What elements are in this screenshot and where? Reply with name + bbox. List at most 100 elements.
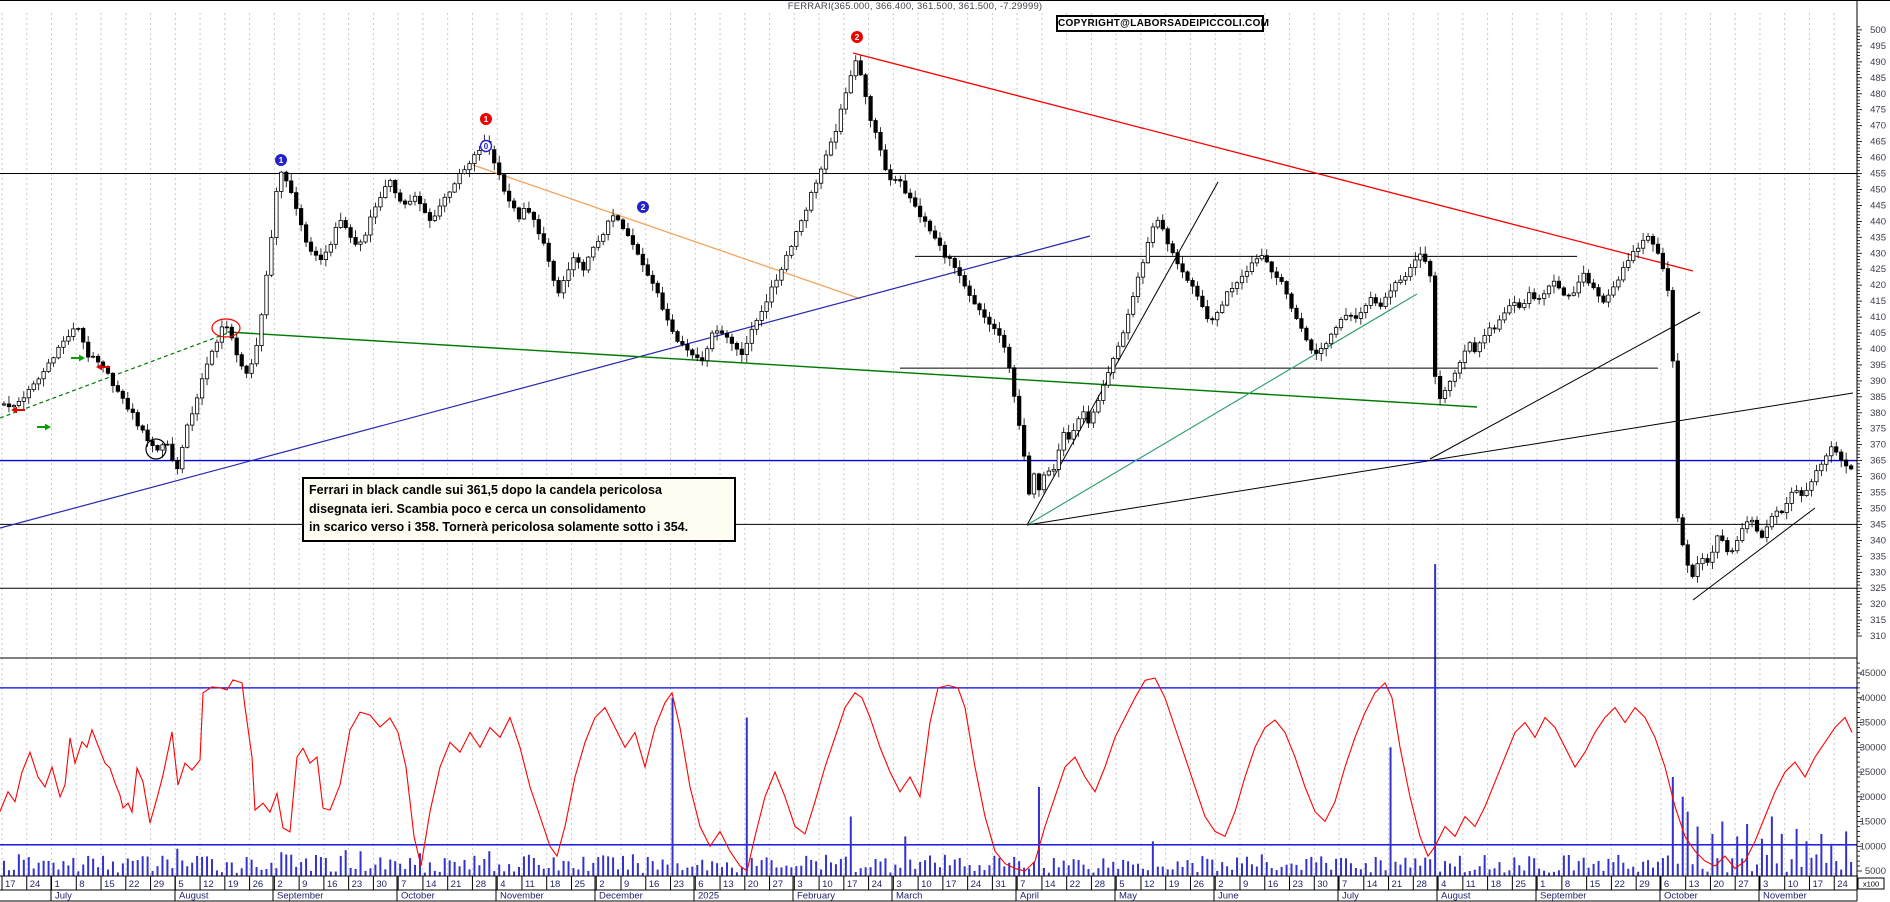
svg-text:450: 450	[1870, 184, 1886, 195]
svg-text:7: 7	[1020, 879, 1025, 890]
svg-text:23: 23	[674, 879, 685, 890]
indicator-levels	[0, 687, 1857, 846]
svg-text:2: 2	[641, 202, 646, 212]
svg-text:4: 4	[1441, 879, 1446, 890]
svg-text:23: 23	[352, 879, 363, 890]
svg-text:June: June	[1218, 891, 1239, 902]
svg-text:x100: x100	[1863, 880, 1879, 889]
svg-text:11: 11	[525, 879, 535, 890]
copyright-box[interactable]: COPYRIGHT@LABORSADEIPICCOLI.COM	[1056, 15, 1269, 32]
svg-text:28: 28	[475, 879, 486, 890]
svg-text:24: 24	[30, 879, 41, 890]
svg-text:27: 27	[773, 879, 784, 890]
svg-text:9: 9	[302, 879, 307, 890]
svg-text:February: February	[797, 891, 835, 902]
svg-text:30: 30	[376, 879, 387, 890]
svg-text:9: 9	[624, 879, 629, 890]
svg-text:35000: 35000	[1860, 718, 1886, 729]
svg-text:410: 410	[1870, 312, 1886, 323]
analysis-annotation-box[interactable]: Ferrari in black candle sui 361,5 dopo l…	[302, 477, 736, 542]
svg-text:30000: 30000	[1860, 742, 1886, 753]
svg-text:20: 20	[748, 879, 759, 890]
instrument-quote-title: FERRARI(365.000, 366.400, 361.500, 361.5…	[787, 1, 1043, 12]
svg-text:24: 24	[971, 879, 982, 890]
svg-text:2: 2	[599, 879, 604, 890]
svg-text:26: 26	[253, 879, 264, 890]
svg-text:1: 1	[1540, 879, 1545, 890]
svg-text:490: 490	[1870, 57, 1886, 68]
svg-text:7: 7	[401, 879, 406, 890]
svg-text:375: 375	[1870, 424, 1886, 435]
drawn-circles	[145, 318, 241, 460]
svg-text:445: 445	[1870, 200, 1886, 211]
volume-bars	[3, 564, 1853, 876]
trendlines	[0, 52, 1854, 601]
svg-text:2: 2	[855, 32, 860, 42]
svg-text:28: 28	[1094, 879, 1105, 890]
annotation-line-1: Ferrari in black candle sui 361,5 dopo l…	[309, 483, 662, 497]
svg-text:13: 13	[1689, 879, 1700, 890]
svg-text:October: October	[401, 891, 435, 902]
svg-text:10: 10	[921, 879, 932, 890]
svg-text:22: 22	[1070, 879, 1081, 890]
svg-text:17: 17	[5, 879, 16, 890]
svg-text:December: December	[599, 891, 643, 902]
svg-text:1: 1	[279, 155, 284, 165]
svg-text:15: 15	[1590, 879, 1601, 890]
svg-text:October: October	[1664, 891, 1698, 902]
svg-text:25: 25	[1515, 879, 1526, 890]
svg-text:485: 485	[1870, 73, 1886, 84]
svg-text:380: 380	[1870, 408, 1886, 419]
svg-text:July: July	[55, 891, 72, 902]
svg-text:45000: 45000	[1860, 668, 1886, 679]
svg-text:480: 480	[1870, 89, 1886, 100]
svg-text:470: 470	[1870, 121, 1886, 132]
annotation-line-3: in scarico verso i 358. Tornerà pericolo…	[309, 520, 689, 534]
svg-text:30: 30	[1317, 879, 1328, 890]
svg-text:21: 21	[451, 879, 462, 890]
svg-text:3: 3	[797, 879, 802, 890]
svg-text:September: September	[1540, 891, 1586, 902]
svg-text:400: 400	[1870, 344, 1886, 355]
svg-text:21: 21	[1392, 879, 1403, 890]
svg-text:July: July	[1342, 891, 1359, 902]
svg-text:16: 16	[649, 879, 660, 890]
svg-text:390: 390	[1870, 376, 1886, 387]
svg-text:370: 370	[1870, 440, 1886, 451]
candlestick-series	[1, 55, 1854, 583]
svg-text:8: 8	[79, 879, 84, 890]
svg-text:5: 5	[1119, 879, 1124, 890]
svg-text:460: 460	[1870, 153, 1886, 164]
svg-text:320: 320	[1870, 599, 1886, 610]
svg-text:3: 3	[896, 879, 901, 890]
svg-text:335: 335	[1870, 551, 1886, 562]
svg-text:330: 330	[1870, 567, 1886, 578]
svg-text:November: November	[1763, 891, 1807, 902]
svg-text:17: 17	[946, 879, 957, 890]
svg-text:29: 29	[1639, 879, 1650, 890]
svg-text:440: 440	[1870, 216, 1886, 227]
svg-text:425: 425	[1870, 264, 1886, 275]
svg-text:22: 22	[129, 879, 140, 890]
svg-text:6: 6	[1664, 879, 1669, 890]
svg-text:4: 4	[500, 879, 505, 890]
svg-text:19: 19	[228, 879, 239, 890]
indicator-red-line	[0, 677, 1853, 872]
svg-text:8: 8	[1565, 879, 1570, 890]
svg-text:12: 12	[1144, 879, 1155, 890]
svg-text:20000: 20000	[1860, 792, 1886, 803]
svg-text:26: 26	[1193, 879, 1204, 890]
svg-text:May: May	[1119, 891, 1137, 902]
price-axis: 310 315 320 325 330 335 340 345 350 355 360 365 370 3…	[1857, 25, 1886, 642]
svg-text:465: 465	[1870, 137, 1886, 148]
svg-text:19: 19	[1169, 879, 1180, 890]
svg-text:17: 17	[1812, 879, 1823, 890]
svg-text:18: 18	[1491, 879, 1502, 890]
svg-text:500: 500	[1870, 25, 1886, 36]
svg-text:6: 6	[698, 879, 703, 890]
svg-text:2: 2	[277, 879, 282, 890]
svg-text:25000: 25000	[1860, 767, 1886, 778]
horizontal-price-levels	[0, 173, 1857, 589]
